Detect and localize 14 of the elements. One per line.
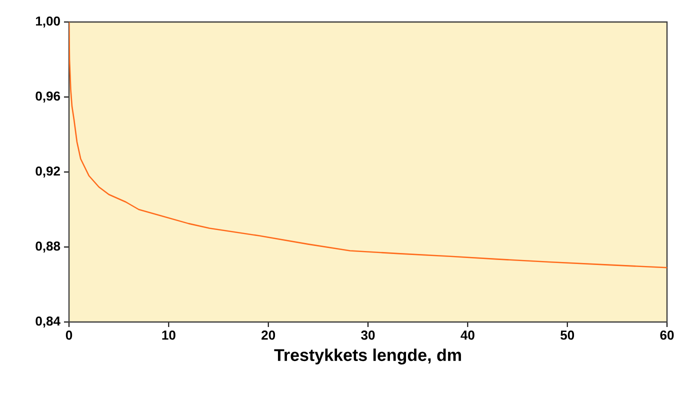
y-tick-label: 1,00: [36, 16, 60, 28]
x-tick-label: 40: [460, 330, 474, 340]
line-series: [69, 22, 668, 268]
y-tick-label: 0,84: [36, 316, 60, 328]
y-tick-label: 0,92: [36, 166, 60, 178]
x-tick-label: 30: [361, 330, 375, 340]
x-tick-label: 60: [660, 330, 674, 340]
x-tick-label: 10: [162, 330, 176, 340]
x-tick-label: 0: [66, 330, 72, 340]
y-tick-label: 0,96: [36, 91, 60, 103]
x-tick-label: 20: [262, 330, 276, 340]
y-tick-label: 0,88: [36, 241, 60, 253]
x-tick-label: 50: [560, 330, 574, 340]
x-axis-title: Trestykkets lengde, dm: [274, 348, 461, 365]
